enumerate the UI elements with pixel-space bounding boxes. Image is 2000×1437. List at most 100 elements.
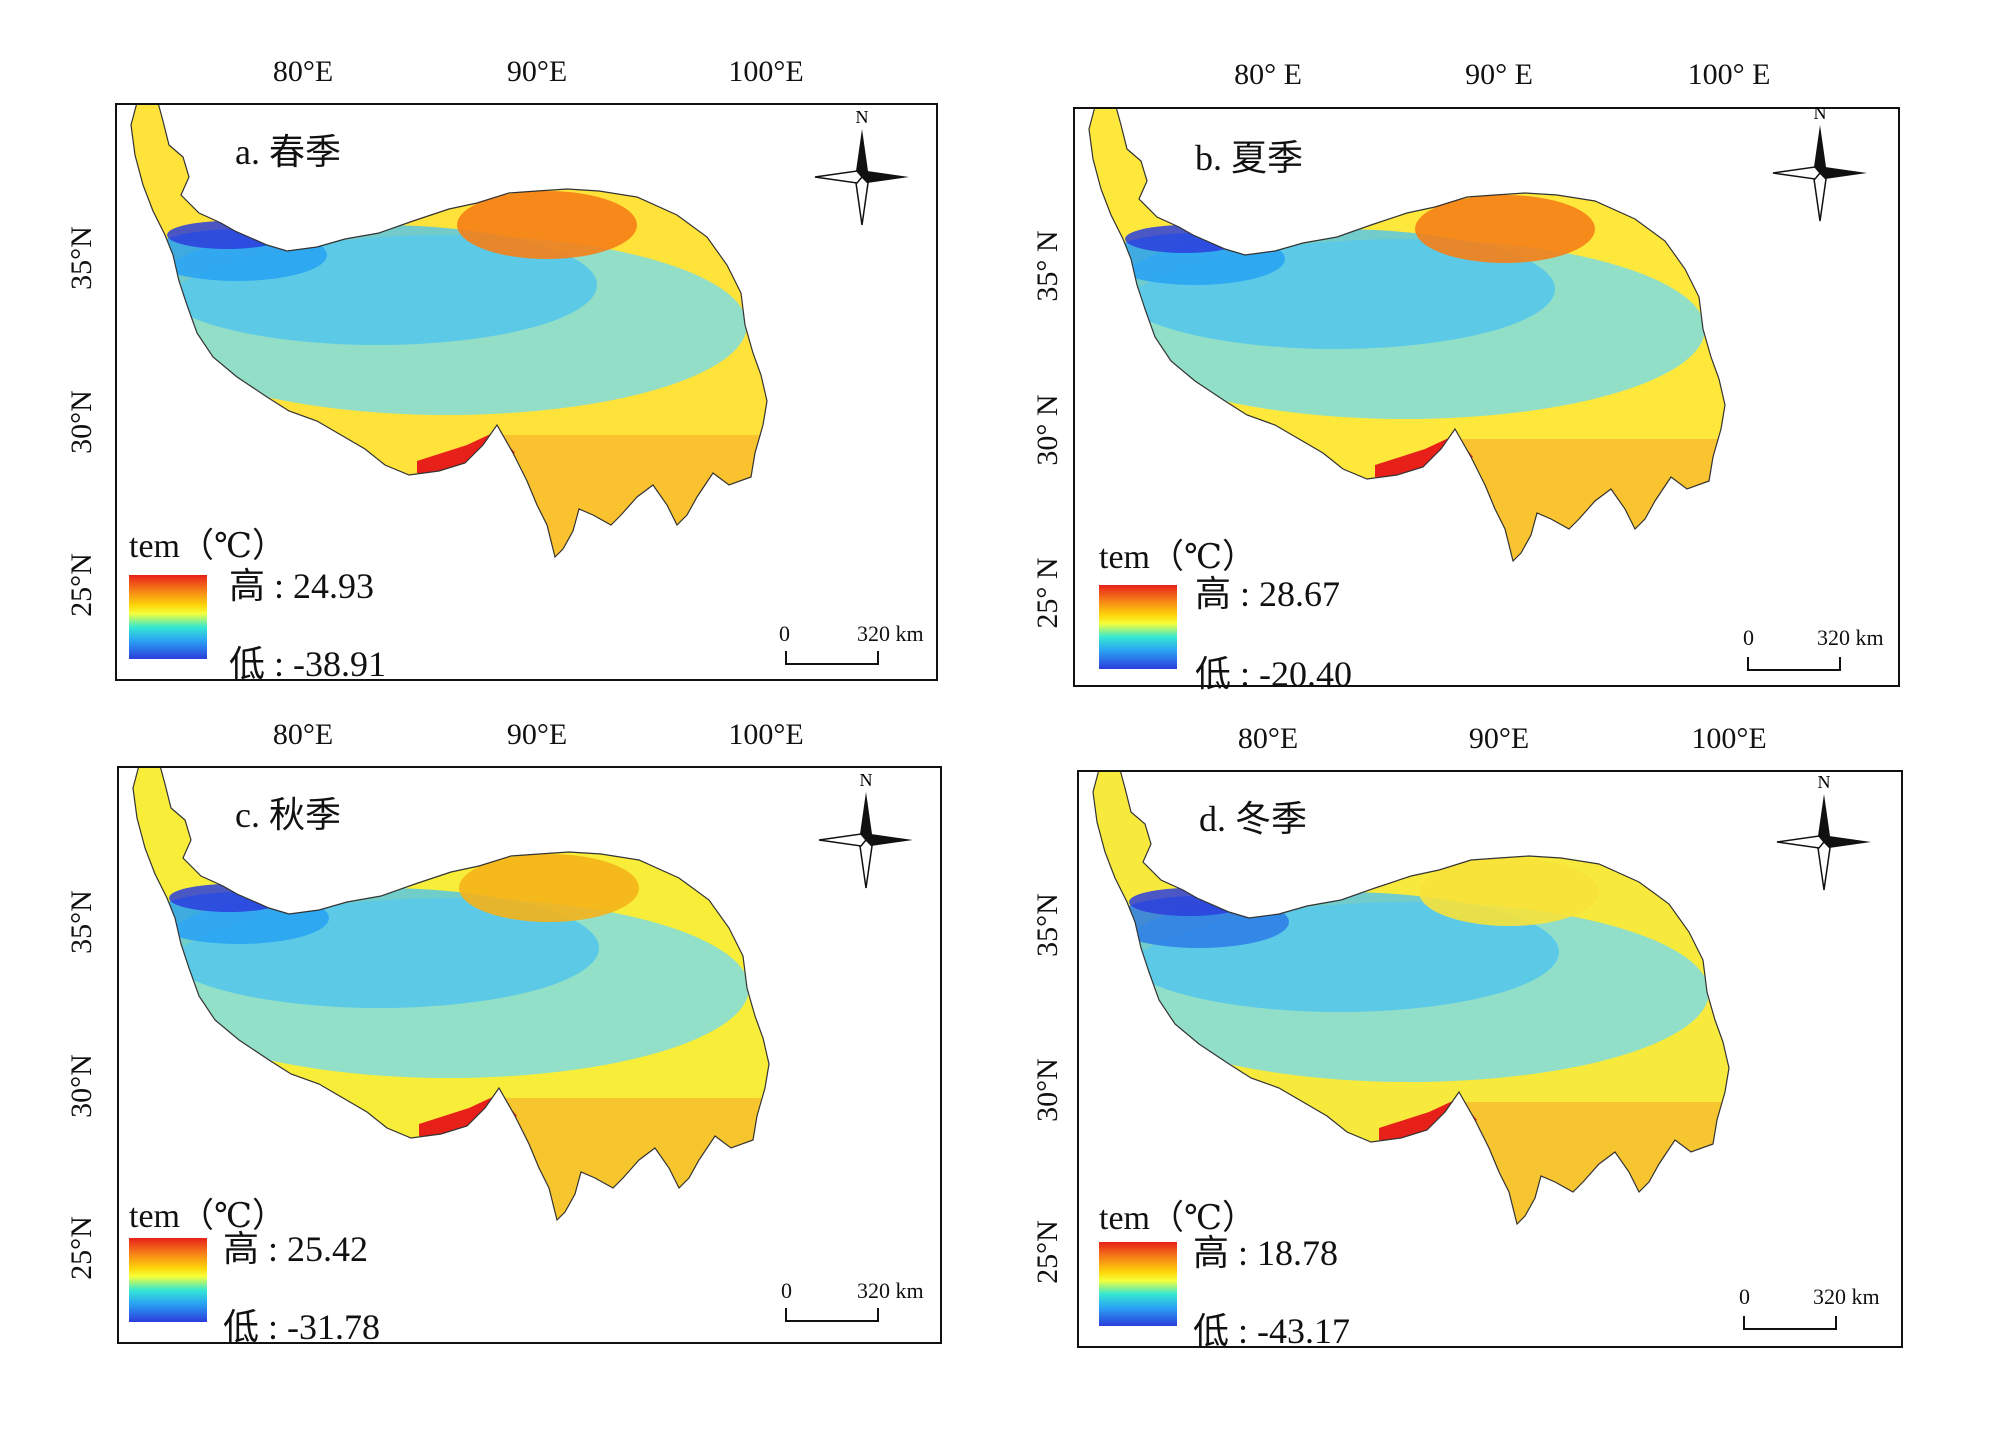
plateau-outline xyxy=(1088,109,1726,563)
lat-label-30: 30° N xyxy=(1031,394,1064,466)
legend-low: 低 : -31.78 xyxy=(223,1307,380,1347)
northern-basin-region xyxy=(1419,858,1599,926)
color-ramp xyxy=(129,1238,207,1322)
west-needle xyxy=(818,833,867,847)
temperature-map xyxy=(1092,772,1730,1226)
lat-label-35: 35°N xyxy=(1031,893,1064,957)
lat-label-30: 30°N xyxy=(1031,1058,1064,1122)
north-needle xyxy=(860,792,872,840)
lon-label-90: 90°E xyxy=(1468,722,1530,755)
map-frame: b. 夏季 N tem（℃） 高 : 28.67 低 : -20.40 0 32… xyxy=(1073,103,1900,694)
scale-zero: 0 xyxy=(781,1278,792,1303)
north-label: N xyxy=(1818,772,1831,792)
north-arrow-icon: N xyxy=(818,770,913,889)
north-label: N xyxy=(860,770,873,790)
lat-label-25: 25°N xyxy=(65,553,98,617)
panel-title: c. 秋季 xyxy=(235,795,341,835)
east-needle xyxy=(1824,836,1871,848)
scale-zero: 0 xyxy=(1739,1284,1750,1309)
lon-label-90: 90° E xyxy=(1465,58,1533,91)
panel-title: a. 春季 xyxy=(235,132,341,172)
south-needle xyxy=(1817,840,1831,891)
scale-zero: 0 xyxy=(1743,625,1754,650)
north-needle xyxy=(856,129,868,177)
east-needle xyxy=(1820,167,1867,179)
legend-low: 低 : -38.91 xyxy=(229,644,386,684)
legend-title: tem（℃） xyxy=(129,1198,287,1235)
legend-title: tem（℃） xyxy=(129,528,287,565)
legend-title: tem（℃） xyxy=(1099,1200,1257,1237)
legend-high: 高 : 18.78 xyxy=(1193,1233,1339,1273)
south-needle xyxy=(1813,171,1827,222)
scale-distance: 320 km xyxy=(857,621,924,646)
coldest-core xyxy=(167,221,287,249)
warm-southeast-region xyxy=(497,435,767,555)
warm-southeast-region xyxy=(1459,1102,1729,1222)
legend-high: 高 : 24.93 xyxy=(229,566,375,606)
legend-low: 低 : -43.17 xyxy=(1193,1311,1350,1351)
lat-label-35: 35°N xyxy=(65,226,98,290)
color-ramp xyxy=(1099,1242,1177,1326)
scale-distance: 320 km xyxy=(1813,1284,1880,1309)
lat-label-35: 35° N xyxy=(1031,230,1064,302)
scale-distance: 320 km xyxy=(1817,625,1884,650)
north-label: N xyxy=(856,107,869,127)
map-frame: c. 秋季 N tem（℃） 高 : 25.42 低 : -31.78 0 32… xyxy=(117,766,942,1347)
coldest-core xyxy=(1125,225,1245,253)
northern-basin-region xyxy=(1415,195,1595,263)
north-arrow-icon: N xyxy=(814,107,909,226)
panel-title: d. 冬季 xyxy=(1199,799,1308,839)
legend-title: tem（℃） xyxy=(1099,539,1257,576)
lon-label-100: 100°E xyxy=(728,55,804,88)
lon-label-80: 80°E xyxy=(272,55,334,88)
map-frame: d. 冬季 N tem（℃） 高 : 18.78 低 : -43.17 0 32… xyxy=(1077,770,1903,1351)
coldest-core xyxy=(1129,888,1249,916)
north-label: N xyxy=(1814,103,1827,123)
lon-label-90: 90°E xyxy=(506,718,568,751)
lat-label-25: 25°N xyxy=(1031,1220,1064,1284)
scale-bar xyxy=(1747,657,1841,671)
scale-distance: 320 km xyxy=(857,1278,924,1303)
northern-basin-region xyxy=(457,191,637,259)
plateau-outline xyxy=(130,105,768,559)
northern-basin-region xyxy=(459,854,639,922)
lon-label-80: 80°E xyxy=(1237,722,1299,755)
south-needle xyxy=(855,175,869,226)
scale-bar xyxy=(785,651,879,665)
east-needle xyxy=(866,834,913,846)
lat-label-30: 30°N xyxy=(65,390,98,454)
west-needle xyxy=(814,170,863,184)
warm-southeast-region xyxy=(499,1098,769,1218)
lat-label-25: 25° N xyxy=(1031,557,1064,629)
lon-label-80: 80° E xyxy=(1234,58,1302,91)
scale-bar xyxy=(1743,1316,1837,1330)
west-needle xyxy=(1772,166,1821,180)
plateau-outline xyxy=(1092,772,1730,1226)
plateau-outline xyxy=(132,768,770,1222)
north-arrow-icon: N xyxy=(1776,772,1871,891)
coldest-core xyxy=(169,884,289,912)
map-frame: a. 春季 N tem（℃） 高 : 24.93 低 : -38.91 0 32… xyxy=(115,103,938,684)
color-ramp xyxy=(1099,585,1177,669)
east-needle xyxy=(862,171,909,183)
warm-southeast-region xyxy=(1455,439,1725,559)
lon-label-80: 80°E xyxy=(272,718,334,751)
south-needle xyxy=(859,838,873,889)
temperature-map xyxy=(130,105,768,559)
west-needle xyxy=(1776,835,1825,849)
temperature-map xyxy=(1088,109,1726,563)
north-needle xyxy=(1818,794,1830,842)
lat-label-25: 25°N xyxy=(65,1216,98,1280)
north-needle xyxy=(1814,125,1826,173)
lat-label-30: 30°N xyxy=(65,1054,98,1118)
lon-label-100: 100°E xyxy=(728,718,804,751)
lon-label-100: 100°E xyxy=(1691,722,1767,755)
north-arrow-icon: N xyxy=(1772,103,1867,222)
temperature-map xyxy=(132,768,770,1222)
lat-label-35: 35°N xyxy=(65,890,98,954)
lon-label-100: 100° E xyxy=(1687,58,1771,91)
lon-label-90: 90°E xyxy=(506,55,568,88)
legend-high: 高 : 28.67 xyxy=(1195,574,1341,614)
color-ramp xyxy=(129,575,207,659)
panel-title: b. 夏季 xyxy=(1195,138,1304,178)
